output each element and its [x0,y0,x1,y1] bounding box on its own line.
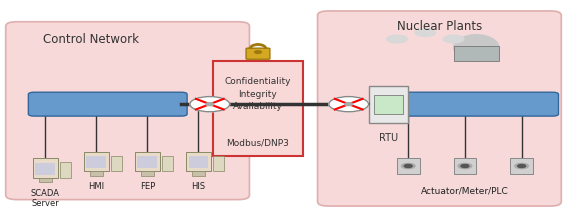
FancyBboxPatch shape [213,156,224,171]
FancyBboxPatch shape [162,156,174,171]
FancyBboxPatch shape [318,11,561,206]
Circle shape [443,35,464,43]
FancyBboxPatch shape [137,156,157,168]
Circle shape [255,51,261,53]
Circle shape [461,164,469,168]
FancyBboxPatch shape [192,171,205,176]
FancyBboxPatch shape [510,158,533,174]
Text: SCADA
Server: SCADA Server [31,189,60,208]
Text: Modbus/DNP3: Modbus/DNP3 [227,139,289,148]
Text: HIS: HIS [192,182,205,191]
Text: Actuator/Meter/PLC: Actuator/Meter/PLC [421,186,509,196]
FancyBboxPatch shape [84,152,109,171]
Circle shape [515,163,528,169]
FancyBboxPatch shape [35,163,55,175]
Circle shape [518,164,526,168]
FancyBboxPatch shape [141,171,154,176]
Text: Control Network: Control Network [43,33,139,46]
Circle shape [404,164,412,168]
FancyBboxPatch shape [397,158,420,174]
FancyBboxPatch shape [32,158,58,178]
Circle shape [415,29,435,36]
Circle shape [329,97,369,112]
FancyBboxPatch shape [185,152,211,171]
Text: Confidentiality
Integrity
Availability: Confidentiality Integrity Availability [225,77,291,111]
FancyBboxPatch shape [213,61,303,156]
FancyBboxPatch shape [28,92,187,116]
FancyBboxPatch shape [369,86,408,123]
Text: HMI: HMI [88,182,104,191]
Circle shape [190,97,230,112]
FancyBboxPatch shape [111,156,122,171]
FancyBboxPatch shape [87,156,107,168]
Circle shape [401,163,415,169]
Circle shape [387,35,407,43]
FancyBboxPatch shape [39,178,52,182]
Circle shape [458,163,472,169]
FancyBboxPatch shape [60,162,71,178]
FancyBboxPatch shape [388,92,558,116]
FancyBboxPatch shape [454,46,499,61]
Ellipse shape [454,35,499,61]
FancyBboxPatch shape [246,48,270,59]
FancyBboxPatch shape [454,158,476,174]
FancyBboxPatch shape [6,22,249,200]
Text: FEP: FEP [140,182,155,191]
FancyBboxPatch shape [135,152,160,171]
Circle shape [206,103,214,106]
FancyBboxPatch shape [188,156,208,168]
FancyBboxPatch shape [374,95,403,114]
Text: Nuclear Plants: Nuclear Plants [397,20,482,33]
Circle shape [345,103,353,106]
Text: RTU: RTU [379,133,398,143]
FancyBboxPatch shape [90,171,103,176]
